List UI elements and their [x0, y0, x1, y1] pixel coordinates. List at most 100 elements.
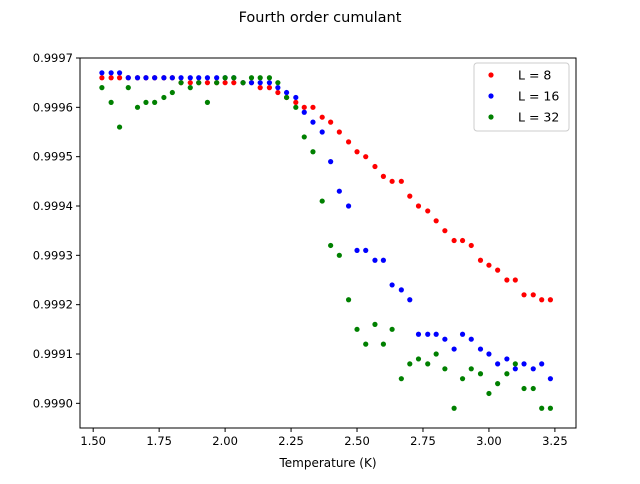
data-point [336, 252, 342, 258]
x-tick-label: 2.75 [410, 434, 436, 448]
data-point [204, 80, 211, 86]
data-point [415, 331, 422, 337]
legend: L = 8 L = 16 L = 32 [473, 62, 570, 132]
x-tick-label: 2.00 [212, 434, 238, 448]
data-point [539, 405, 545, 411]
data-point [293, 94, 299, 101]
data-point [161, 75, 167, 81]
data-point [283, 89, 290, 96]
data-point [530, 292, 536, 298]
data-point [451, 346, 457, 352]
data-point [504, 277, 510, 283]
data-point [240, 80, 246, 86]
y-tick-label: 0.9996 [33, 100, 73, 114]
data-point [214, 75, 220, 81]
data-point [372, 257, 378, 263]
series-3 [99, 75, 554, 411]
data-point [161, 94, 167, 101]
data-point [99, 85, 105, 91]
data-point [433, 351, 439, 357]
data-point [504, 356, 510, 362]
data-point [380, 173, 386, 179]
data-point [389, 282, 395, 288]
data-point [178, 75, 184, 81]
data-point [266, 80, 273, 86]
data-point [468, 366, 474, 372]
y-tick-label: 0.9993 [33, 248, 73, 262]
data-point [389, 326, 395, 332]
data-point [530, 366, 536, 372]
data-point [134, 75, 141, 81]
data-point [468, 336, 474, 342]
data-point [257, 80, 263, 86]
data-point [477, 346, 484, 352]
y-tick-label: 0.9991 [33, 347, 73, 361]
data-point [539, 297, 545, 303]
x-tick-label: 3.25 [542, 434, 568, 448]
data-point [293, 99, 299, 105]
data-point [108, 99, 114, 105]
data-point [196, 75, 202, 81]
data-point [433, 331, 439, 337]
data-point [407, 297, 413, 303]
data-point [459, 237, 466, 244]
legend-box [473, 62, 570, 132]
data-point [187, 85, 193, 91]
data-point [547, 376, 554, 382]
data-point [512, 277, 518, 283]
legend-label: L = 16 [518, 89, 559, 104]
data-point [398, 376, 404, 382]
data-point [116, 124, 123, 130]
data-point [257, 75, 263, 81]
data-point [547, 297, 554, 303]
data-points [99, 70, 554, 411]
data-point [222, 75, 228, 81]
data-point [134, 104, 141, 110]
data-point [486, 262, 492, 268]
data-point [257, 85, 263, 91]
data-point [354, 149, 360, 155]
data-point [415, 203, 422, 209]
x-tick-label: 1.75 [146, 434, 172, 448]
data-point [415, 356, 422, 362]
data-point [152, 75, 158, 81]
data-point [407, 361, 413, 367]
data-point [521, 385, 527, 392]
data-point [116, 75, 123, 81]
data-point [512, 366, 518, 372]
data-point [266, 85, 273, 91]
data-point [451, 405, 457, 411]
chart-title: Fourth order cumulant [239, 10, 402, 26]
data-point [380, 257, 386, 263]
plot-frame [79, 57, 577, 429]
data-point [486, 351, 492, 357]
data-point [468, 242, 474, 249]
data-point [495, 381, 501, 387]
data-point [459, 376, 466, 382]
data-point [310, 149, 316, 155]
data-point [169, 75, 175, 81]
data-point [108, 75, 114, 81]
legend-label: L = 8 [518, 68, 551, 83]
data-point [275, 85, 281, 91]
data-point [345, 297, 352, 303]
data-point [425, 331, 431, 337]
data-point [328, 159, 334, 165]
y-tick-label: 0.9992 [33, 298, 73, 312]
legend-label: L = 32 [518, 110, 559, 125]
legend-marker [488, 93, 494, 99]
data-point [407, 193, 413, 199]
data-point [495, 267, 501, 273]
data-point [125, 75, 131, 81]
data-point [442, 336, 448, 342]
data-point [521, 361, 527, 367]
data-point [204, 75, 211, 81]
data-point [389, 178, 395, 184]
data-point [248, 75, 255, 81]
x-axis-label: Temperature (K) [278, 456, 376, 470]
data-point [222, 80, 228, 86]
data-point [451, 237, 457, 244]
data-point [99, 70, 105, 76]
data-point [116, 70, 123, 76]
